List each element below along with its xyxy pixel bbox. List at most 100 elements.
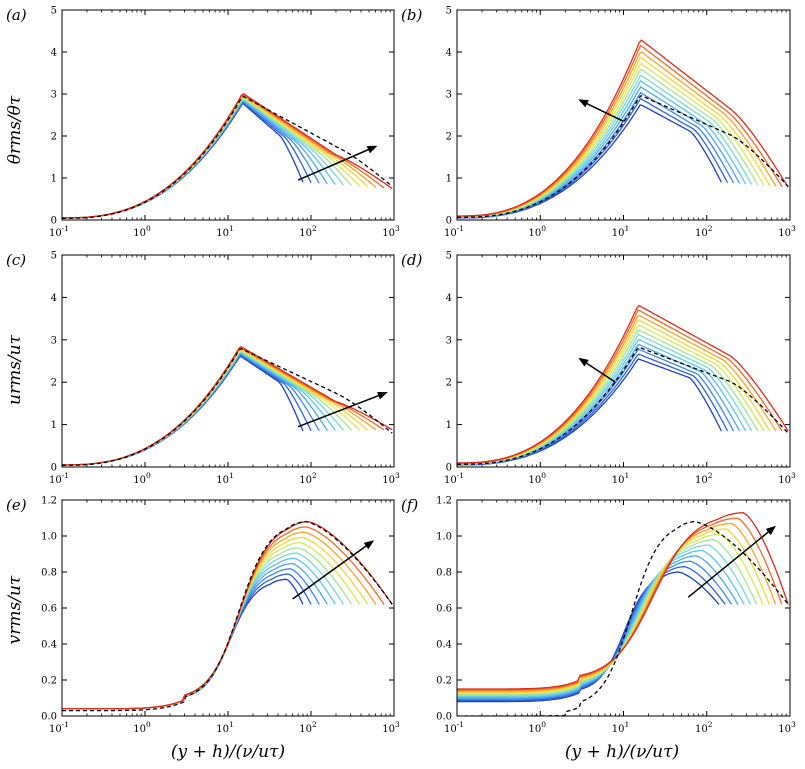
x-tick-label: 100 [528, 471, 546, 486]
series-line-12 [62, 346, 393, 466]
series-line-8 [62, 349, 361, 466]
series-line-8 [457, 533, 764, 695]
chart-panel-c: 10-1 100 101 102 103 0 1 2 3 4 5 (c) [6, 251, 400, 487]
chart-panel-a: 10-1 100 101 102 103 0 1 2 3 4 5 (a) [6, 6, 400, 240]
series-line-5 [457, 79, 747, 218]
y-axis-label-row1: θrms/θτ [5, 95, 25, 164]
series-line-12 [457, 512, 789, 690]
x-tick-label: 100 [133, 224, 151, 239]
y-tick-label: 2 [51, 132, 57, 143]
y-tick-label: 1.2 [436, 496, 452, 507]
series-line-9 [457, 528, 770, 694]
trend-arrow [578, 99, 624, 122]
trend-arrow [297, 391, 388, 428]
y-tick-label: 0.8 [436, 568, 452, 579]
x-tick-label: 101 [612, 720, 630, 735]
series-line-1 [457, 571, 720, 703]
x-axis-label-left: (y + h)/(ν/uτ) [171, 742, 285, 762]
y-tick-label: 3 [446, 335, 452, 346]
reference-dashed-line [457, 521, 789, 716]
series-line-4 [62, 562, 328, 710]
series-line-7 [62, 547, 353, 710]
chart-panel-f: 10-1 100 101 102 103 0.0 0.2 0.4 0.6 0.8 1.0 1.2 (f) [401, 496, 796, 736]
series-line-10 [457, 522, 777, 692]
x-tick-label: 102 [299, 471, 317, 486]
y-tick-label: 5 [446, 251, 452, 262]
y-tick-label: 1 [51, 174, 57, 185]
series-line-7 [62, 350, 353, 466]
series-line-9 [62, 348, 369, 466]
y-tick-label: 4 [51, 48, 57, 59]
series-line-5 [457, 338, 747, 465]
series-line-1 [62, 578, 304, 710]
reference-dashed-line [62, 520, 393, 712]
x-tick-label: 10-1 [444, 720, 464, 735]
x-tick-label: 100 [133, 471, 151, 486]
x-tick-label: 103 [382, 224, 400, 239]
y-tick-label: 3 [51, 90, 57, 101]
x-tick-label: 100 [528, 224, 546, 239]
x-tick-label: 102 [695, 224, 713, 239]
y-tick-label: 1.0 [41, 532, 57, 543]
x-tick-label: 101 [216, 224, 234, 239]
x-tick-label: 103 [778, 224, 796, 239]
reference-dashed-line [62, 95, 393, 219]
x-tick-label: 103 [778, 471, 796, 486]
panel-label: (b) [401, 6, 422, 24]
axes-frame [61, 254, 395, 468]
y-tick-label: 0.6 [436, 604, 452, 615]
x-axis-label-right: (y + h)/(ν/uτ) [565, 742, 679, 762]
x-tick-label: 10-1 [49, 720, 69, 735]
y-tick-label: 0.8 [41, 568, 57, 579]
y-tick-label: 0 [446, 463, 452, 474]
y-tick-label: 1 [446, 420, 452, 431]
series-line-5 [62, 557, 336, 710]
y-tick-label: 0.0 [436, 712, 452, 723]
trend-arrow [687, 525, 776, 598]
series-line-11 [457, 309, 783, 464]
panel-label: (a) [6, 6, 27, 24]
y-tick-label: 5 [446, 6, 452, 17]
series-line-5 [457, 549, 745, 698]
y-tick-label: 2 [446, 378, 452, 389]
reference-dashed-line [62, 348, 393, 466]
y-tick-label: 2 [446, 132, 452, 143]
x-tick-label: 101 [612, 224, 630, 239]
y-tick-label: 0.4 [41, 640, 57, 651]
series-line-8 [62, 541, 361, 710]
series-line-4 [457, 555, 739, 699]
series-line-12 [457, 304, 789, 464]
series-line-2 [457, 353, 729, 466]
panel-label: (c) [6, 251, 26, 269]
x-tick-label: 100 [528, 720, 546, 735]
series-line-9 [62, 95, 369, 219]
x-tick-label: 102 [695, 471, 713, 486]
y-axis-label-row3: vrms/uτ [5, 575, 25, 644]
trend-arrow [297, 145, 378, 181]
y-tick-label: 1 [446, 174, 452, 185]
reference-dashed-line [457, 346, 789, 465]
series-line-4 [62, 100, 328, 219]
series-line-12 [62, 92, 393, 219]
axes-frame [456, 499, 791, 717]
y-tick-label: 0 [51, 216, 57, 227]
chart-panel-d: 10-1 100 101 102 103 0 1 2 3 4 5 (d) [401, 251, 796, 487]
y-tick-label: 0 [51, 463, 57, 474]
series-line-12 [62, 520, 393, 710]
x-tick-label: 103 [382, 471, 400, 486]
y-tick-label: 5 [51, 251, 57, 262]
series-line-4 [457, 85, 741, 219]
y-tick-label: 0.0 [41, 712, 57, 723]
y-tick-label: 5 [51, 6, 57, 17]
axes-frame [61, 499, 395, 717]
series-line-2 [62, 573, 312, 710]
y-tick-label: 1.0 [436, 532, 452, 543]
series-line-3 [457, 560, 733, 700]
axes-frame [61, 9, 395, 221]
x-tick-label: 102 [299, 224, 317, 239]
y-tick-label: 1.2 [41, 496, 57, 507]
series-line-9 [62, 536, 369, 710]
y-tick-label: 0.2 [41, 676, 57, 687]
y-tick-label: 0 [446, 216, 452, 227]
y-tick-label: 1 [51, 420, 57, 431]
